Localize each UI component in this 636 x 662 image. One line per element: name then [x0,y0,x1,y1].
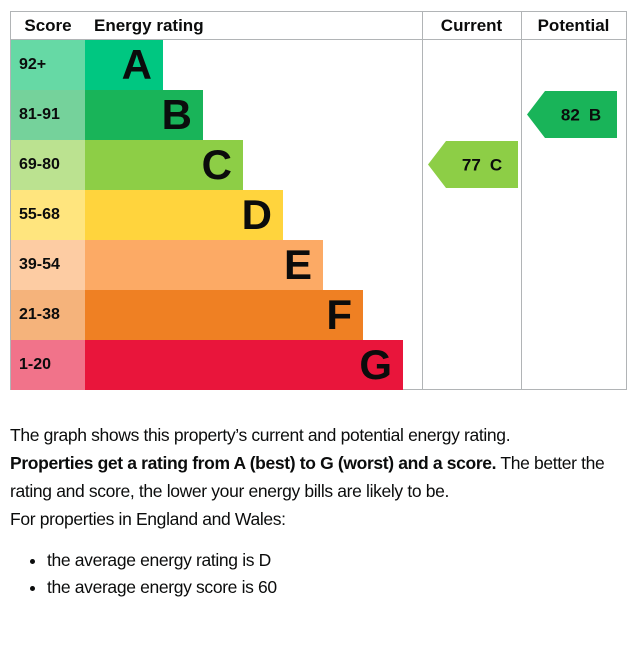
rating-band-c: C [85,140,243,190]
band-row-b: 81-91 B [11,90,626,140]
current-rating-marker: 77 C [428,141,518,188]
score-range-e: 39-54 [11,240,85,290]
score-range-a: 92+ [11,40,85,90]
band-row-d: 55-68 D [11,190,626,240]
potential-arrow-shape [527,91,617,138]
rating-band-d: D [85,190,283,240]
average-stats-list: the average energy rating is D the avera… [10,547,628,601]
description-section: The graph shows this property’s current … [10,421,628,601]
score-range-g: 1-20 [11,340,85,390]
rating-band-f: F [85,290,363,340]
rating-band-b: B [85,90,203,140]
column-header-current: Current [440,15,503,35]
current-score-value: 77 [462,156,481,175]
column-divider-potential [521,12,522,389]
left-arrow-icon: 82 B [527,91,617,138]
potential-score-value: 82 [561,106,580,125]
potential-rating-label: 82 B [561,106,601,125]
rating-band-e: E [85,240,323,290]
rating-explanation-bold: Properties get a rating from A (best) to… [10,453,497,473]
region-intro-text: For properties in England and Wales: [10,509,286,529]
column-header-score: Score [24,15,72,35]
rating-band-rows: 92+ A 81-91 B 69-80 C 55-68 D 39-54 E 21-38 F 1-20 G [11,40,626,390]
average-rating-item: the average energy rating is D [47,547,628,574]
column-header-potential: Potential [537,15,610,35]
score-range-b: 81-91 [11,90,85,140]
potential-rating-marker: 82 B [527,91,617,138]
graph-summary-text: The graph shows this property’s current … [10,425,511,445]
energy-rating-chart: Score Energy rating Current Potential 92… [10,11,627,390]
potential-rating-letter: B [589,106,601,125]
column-header-energy-rating: Energy rating [94,15,204,35]
band-row-a: 92+ A [11,40,626,90]
band-row-e: 39-54 E [11,240,626,290]
left-arrow-icon: 77 C [428,141,518,188]
rating-band-a: A [85,40,163,90]
current-arrow-shape [428,141,518,188]
chart-header-row: Score Energy rating Current Potential [11,12,626,40]
current-rating-letter: C [490,156,502,175]
band-row-g: 1-20 G [11,340,626,390]
band-row-c: 69-80 C [11,140,626,190]
column-divider-current [422,12,423,389]
average-score-item: the average energy score is 60 [47,574,628,601]
rating-explanation-rest: The better the rating and score, the low… [10,453,605,501]
score-range-c: 69-80 [11,140,85,190]
score-range-f: 21-38 [11,290,85,340]
score-range-d: 55-68 [11,190,85,240]
rating-band-g: G [85,340,403,390]
band-row-f: 21-38 F [11,290,626,340]
rating-explanation-text: Properties get a rating from A (best) to… [10,449,628,505]
current-rating-label: 77 C [462,156,502,175]
